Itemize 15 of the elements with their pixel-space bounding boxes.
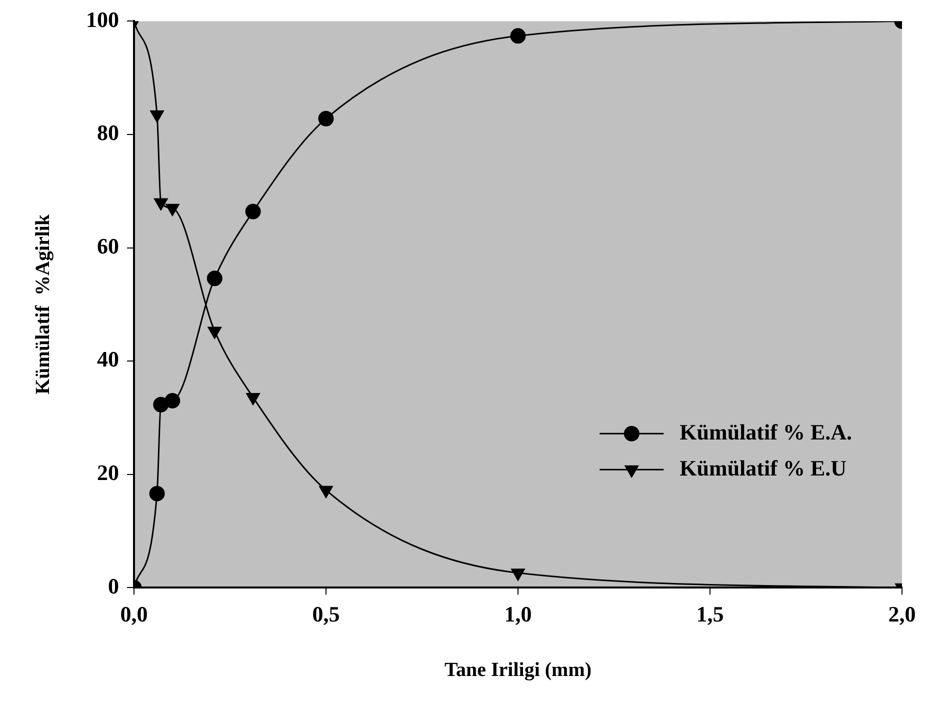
y-axis-title: Kümülatif %Agirlik xyxy=(32,214,54,394)
x-tick-label: 0,0 xyxy=(120,601,148,626)
x-axis-title: Tane Iriligi (mm) xyxy=(444,659,592,682)
y-tick-label: 0 xyxy=(108,573,119,598)
x-tick-label: 2,0 xyxy=(888,601,916,626)
legend-label: Kümülatif % E.U xyxy=(680,455,847,480)
x-tick-label: 0,5 xyxy=(312,601,340,626)
legend-label: Kümülatif % E.A. xyxy=(680,419,852,444)
x-tick-label: 1,0 xyxy=(504,601,532,626)
y-tick-label: 20 xyxy=(97,460,119,486)
y-tick-label: 60 xyxy=(97,233,119,258)
x-tick-label: 1,5 xyxy=(696,601,724,626)
y-tick-label: 80 xyxy=(97,120,119,146)
y-tick-label: 100 xyxy=(86,6,119,32)
y-tick-label: 40 xyxy=(97,346,119,372)
